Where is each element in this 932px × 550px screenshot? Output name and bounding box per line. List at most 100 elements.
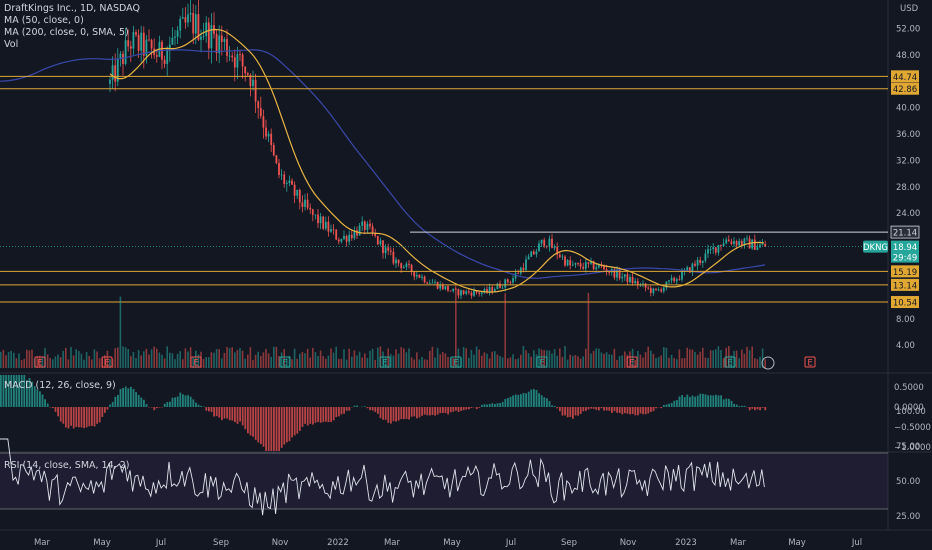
symbol-title[interactable]: DraftKings Inc., 1D, NASDAQ — [4, 3, 140, 14]
volume-bar — [444, 353, 447, 368]
candle — [618, 270, 621, 279]
volume-bar — [41, 357, 44, 368]
earnings-marker[interactable] — [34, 356, 46, 368]
volume-bar — [475, 346, 478, 368]
earnings-marker[interactable] — [724, 356, 736, 368]
volume-bar — [67, 359, 70, 368]
macd-histogram-bar — [735, 404, 738, 407]
candle — [288, 180, 291, 183]
macd-histogram-bar — [319, 407, 322, 423]
candle — [207, 22, 210, 49]
macd-histogram-bar — [231, 407, 234, 421]
macd-histogram-bar — [83, 407, 85, 429]
ma50-legend[interactable]: MA (50, close, 0) — [4, 15, 84, 26]
volume-bar — [403, 348, 405, 368]
macd-histogram-bar — [514, 394, 517, 407]
macd-histogram-bar — [309, 407, 312, 424]
macd-histogram-bar — [36, 389, 39, 407]
macd-histogram-bar — [761, 407, 764, 408]
earnings-marker[interactable] — [804, 356, 816, 368]
volume-bar — [179, 351, 181, 368]
candle — [280, 174, 283, 176]
macd-histogram-bar — [223, 407, 226, 419]
macd-histogram-bar — [364, 406, 366, 407]
dividend-marker-icon[interactable] — [761, 356, 775, 370]
macd-histogram-bar — [299, 407, 301, 431]
candle — [236, 54, 239, 68]
candle — [150, 39, 153, 49]
volume-bar — [221, 358, 223, 368]
candle — [405, 263, 408, 267]
rsi-legend[interactable]: RSI (14, close, SMA, 14, 2) — [4, 460, 130, 471]
candle — [327, 221, 330, 232]
macd-histogram-bar — [540, 395, 543, 407]
earnings-marker[interactable] — [101, 356, 113, 368]
candle — [348, 234, 351, 242]
volume-bar — [59, 357, 62, 368]
earnings-marker[interactable] — [450, 356, 462, 368]
macd-histogram-bar — [663, 404, 665, 407]
candle — [668, 280, 670, 282]
macd-histogram-bar — [46, 403, 49, 407]
macd-histogram-bar — [137, 395, 140, 407]
candle — [335, 229, 338, 240]
macd-histogram-bar — [57, 407, 59, 417]
candle — [577, 263, 579, 264]
candle — [655, 288, 657, 290]
macd-histogram-bar — [340, 407, 343, 415]
volume-bar — [10, 350, 12, 368]
volume-bar — [231, 347, 233, 368]
volume-bar — [62, 350, 64, 368]
volume-bar — [187, 351, 189, 368]
candle — [392, 251, 395, 264]
volume-bar — [595, 348, 597, 368]
macd-histogram-bar — [624, 407, 626, 414]
volume-bar — [715, 349, 717, 368]
candle — [171, 37, 174, 45]
macd-histogram-bar — [603, 407, 605, 411]
vol-legend[interactable]: Vol — [4, 39, 19, 50]
volume-bar — [236, 350, 239, 368]
candle — [478, 292, 481, 294]
candle — [699, 259, 702, 263]
candle — [452, 288, 455, 291]
ticker-tag[interactable] — [863, 240, 888, 253]
earnings-marker[interactable] — [279, 356, 291, 368]
volume-bar — [182, 359, 184, 368]
volume-bar — [218, 349, 220, 368]
earnings-marker[interactable] — [626, 356, 638, 368]
earnings-marker-label: E — [37, 359, 42, 369]
macd-histogram-bar — [751, 407, 754, 409]
macd-histogram-bar — [660, 407, 663, 409]
macd-histogram-bar — [239, 407, 241, 422]
earnings-marker-label: E — [193, 359, 198, 369]
volume-bar — [569, 354, 571, 368]
candle — [322, 216, 325, 229]
time-axis-label: May — [443, 538, 461, 548]
macd-histogram-bar — [442, 407, 444, 413]
macd-histogram-bar — [127, 388, 130, 407]
volume-bar — [322, 356, 324, 368]
macd-histogram-bar — [72, 407, 75, 429]
earnings-marker[interactable] — [190, 356, 202, 368]
macd-histogram-bar — [70, 407, 72, 426]
earnings-marker[interactable] — [379, 356, 391, 368]
candle — [686, 267, 689, 271]
macd-histogram-bar — [520, 394, 522, 407]
volume-bar — [54, 356, 57, 368]
volume-bar — [488, 358, 491, 368]
ma200-legend[interactable]: MA (200, close, 0, SMA, 5) — [4, 27, 129, 38]
volume-bar — [720, 349, 722, 368]
candle — [556, 246, 559, 255]
macd-histogram-bar — [522, 392, 525, 407]
macd-histogram-bar — [317, 407, 319, 422]
macd-histogram-bar — [626, 407, 629, 414]
macd-legend[interactable]: MACD (12, 26, close, 9) — [4, 380, 116, 391]
volume-bar — [109, 358, 111, 368]
volume-bar — [384, 356, 387, 368]
volume-bar — [0, 351, 2, 368]
earnings-marker[interactable] — [536, 356, 548, 368]
macd-histogram-bar — [754, 407, 756, 411]
macd-histogram-bar — [221, 407, 223, 421]
